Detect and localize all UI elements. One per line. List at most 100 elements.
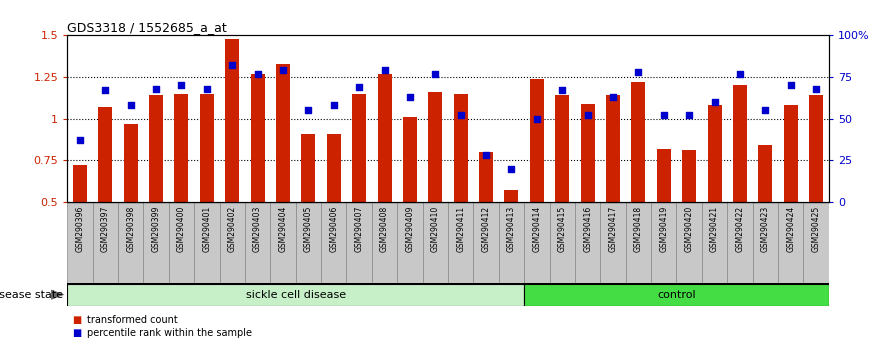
- Point: [73, 137, 87, 143]
- FancyBboxPatch shape: [67, 202, 92, 283]
- Text: disease state: disease state: [0, 290, 63, 300]
- Point: [708, 99, 722, 105]
- Text: GSM290423: GSM290423: [761, 206, 770, 252]
- FancyBboxPatch shape: [676, 202, 702, 283]
- Bar: [809, 95, 823, 202]
- Point: [301, 108, 315, 113]
- Point: [809, 86, 823, 91]
- Text: transformed count: transformed count: [87, 315, 177, 325]
- FancyBboxPatch shape: [143, 202, 168, 283]
- FancyBboxPatch shape: [118, 202, 143, 283]
- Point: [556, 87, 570, 93]
- FancyBboxPatch shape: [448, 202, 473, 283]
- Point: [631, 69, 645, 75]
- Text: sickle cell disease: sickle cell disease: [246, 290, 346, 300]
- Point: [225, 63, 239, 68]
- Point: [682, 113, 696, 118]
- Text: ■: ■: [72, 315, 81, 325]
- Point: [200, 86, 214, 91]
- Point: [581, 113, 595, 118]
- Point: [251, 71, 265, 76]
- FancyBboxPatch shape: [778, 202, 804, 283]
- Bar: [733, 85, 747, 202]
- Text: GSM290418: GSM290418: [633, 206, 643, 252]
- Text: GSM290398: GSM290398: [126, 206, 135, 252]
- Bar: [784, 105, 797, 202]
- Point: [758, 108, 772, 113]
- Bar: [657, 149, 671, 202]
- Text: GSM290407: GSM290407: [355, 206, 364, 252]
- FancyBboxPatch shape: [625, 202, 651, 283]
- FancyBboxPatch shape: [499, 202, 524, 283]
- Text: GSM290411: GSM290411: [456, 206, 465, 252]
- Text: GSM290408: GSM290408: [380, 206, 389, 252]
- Text: GDS3318 / 1552685_a_at: GDS3318 / 1552685_a_at: [67, 21, 227, 34]
- FancyBboxPatch shape: [347, 202, 372, 283]
- FancyBboxPatch shape: [702, 202, 728, 283]
- Point: [428, 71, 443, 76]
- Text: GSM290415: GSM290415: [557, 206, 567, 252]
- FancyBboxPatch shape: [423, 202, 448, 283]
- Text: GSM290410: GSM290410: [431, 206, 440, 252]
- Text: GSM290414: GSM290414: [532, 206, 541, 252]
- Point: [606, 94, 620, 100]
- FancyBboxPatch shape: [92, 202, 118, 283]
- Bar: [428, 92, 443, 202]
- Bar: [251, 74, 264, 202]
- Polygon shape: [51, 290, 65, 300]
- Bar: [708, 105, 721, 202]
- Text: percentile rank within the sample: percentile rank within the sample: [87, 328, 252, 338]
- FancyBboxPatch shape: [524, 202, 549, 283]
- Text: control: control: [657, 290, 696, 300]
- FancyBboxPatch shape: [296, 202, 321, 283]
- Point: [174, 82, 189, 88]
- Bar: [581, 104, 595, 202]
- Text: ■: ■: [72, 328, 81, 338]
- Bar: [327, 133, 340, 202]
- Text: GSM290424: GSM290424: [786, 206, 796, 252]
- FancyBboxPatch shape: [271, 202, 296, 283]
- FancyBboxPatch shape: [753, 202, 778, 283]
- Bar: [556, 95, 569, 202]
- Bar: [99, 107, 112, 202]
- Text: GSM290419: GSM290419: [659, 206, 668, 252]
- Bar: [403, 117, 417, 202]
- Text: GSM290409: GSM290409: [405, 206, 415, 252]
- FancyBboxPatch shape: [728, 202, 753, 283]
- Text: GSM290422: GSM290422: [736, 206, 745, 252]
- Point: [276, 68, 290, 73]
- FancyBboxPatch shape: [168, 202, 194, 283]
- FancyBboxPatch shape: [67, 284, 524, 306]
- Bar: [225, 39, 239, 202]
- Point: [99, 87, 113, 93]
- FancyBboxPatch shape: [321, 202, 347, 283]
- FancyBboxPatch shape: [549, 202, 575, 283]
- Bar: [606, 95, 620, 202]
- Bar: [479, 152, 493, 202]
- Bar: [377, 74, 392, 202]
- Text: GSM290413: GSM290413: [507, 206, 516, 252]
- FancyBboxPatch shape: [651, 202, 676, 283]
- Text: GSM290421: GSM290421: [710, 206, 719, 252]
- Bar: [352, 93, 366, 202]
- Point: [783, 82, 798, 88]
- Text: GSM290406: GSM290406: [329, 206, 339, 252]
- FancyBboxPatch shape: [372, 202, 397, 283]
- Point: [403, 94, 418, 100]
- Point: [352, 84, 366, 90]
- FancyBboxPatch shape: [397, 202, 423, 283]
- Bar: [632, 82, 645, 202]
- Text: GSM290404: GSM290404: [279, 206, 288, 252]
- Bar: [758, 145, 772, 202]
- Point: [149, 86, 163, 91]
- Point: [657, 113, 671, 118]
- Point: [478, 152, 493, 158]
- Bar: [682, 150, 696, 202]
- FancyBboxPatch shape: [220, 202, 245, 283]
- FancyBboxPatch shape: [473, 202, 499, 283]
- FancyBboxPatch shape: [524, 284, 829, 306]
- Text: GSM290396: GSM290396: [75, 206, 84, 252]
- Bar: [530, 79, 544, 202]
- Bar: [504, 190, 519, 202]
- Text: GSM290420: GSM290420: [685, 206, 694, 252]
